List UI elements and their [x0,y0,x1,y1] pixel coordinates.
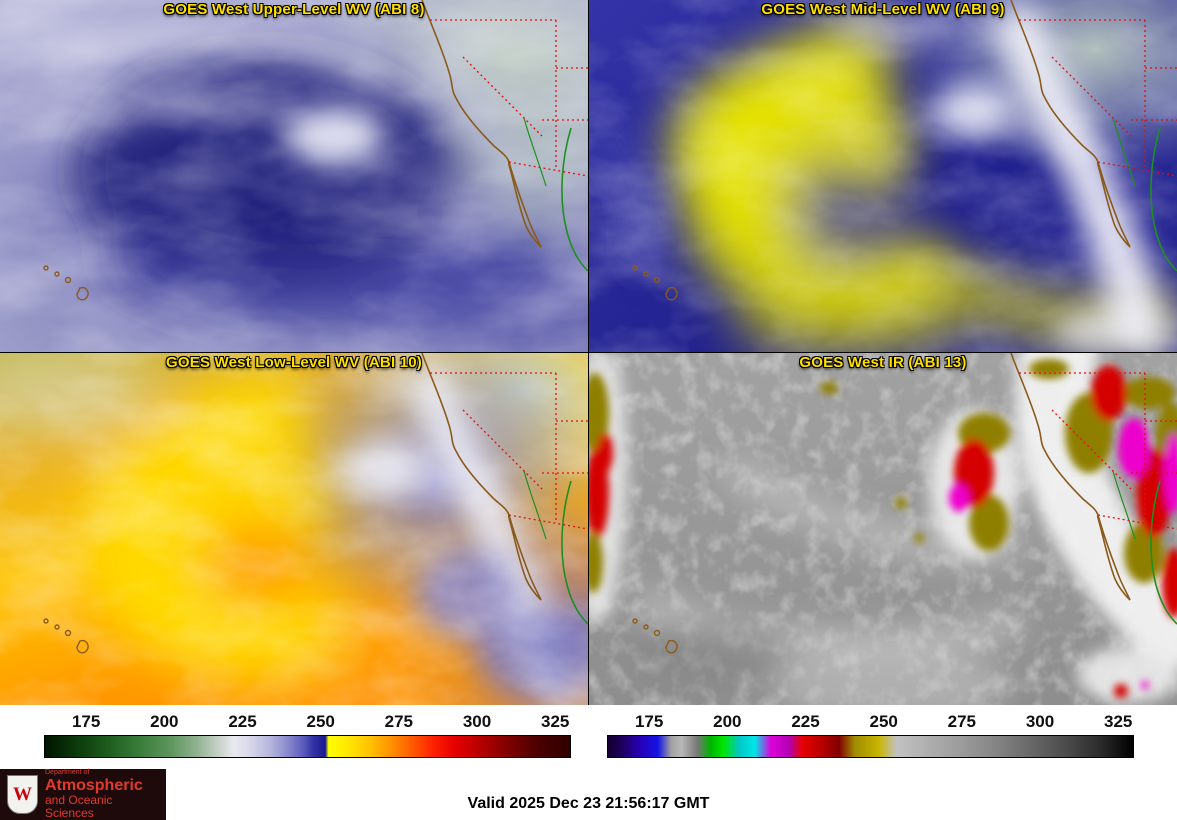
colorbar-legend-row: 175 200 225 250 275 300 325 175 200 225 … [0,705,1177,769]
logo-line-1: Atmospheric [45,776,143,794]
tick-label: 250 [306,712,335,731]
tick-label: 275 [384,712,414,731]
panel-upper-level-wv: GOES West Upper-Level WV (ABI 8) [0,0,588,352]
tick-label: 225 [791,712,820,731]
panel-title-low-wv: GOES West Low-Level WV (ABI 10) [166,354,422,371]
tick-label: 175 [71,712,101,731]
satellite-grid: GOES West Upper-Level WV (ABI 8) [0,0,1177,705]
wv-colorbar-ticks: 175 200 225 250 275 300 325 [44,709,571,735]
panel-title-ir: GOES West IR (ABI 13) [799,354,967,371]
tick-label: 325 [1104,712,1133,731]
satellite-image-low-wv [0,353,588,705]
tick-label: 275 [947,712,977,731]
tick-label: 200 [150,712,179,731]
ir-cold-cloud-tops [589,359,1177,698]
logo-line-2: and Oceanic Sciences [45,792,113,820]
tick-label: 325 [541,712,570,731]
tick-label: 175 [634,712,664,731]
ir-colorbar-ticks: 175 200 225 250 275 300 325 [607,709,1134,735]
satellite-image-upper-wv [0,0,588,352]
panel-ir: GOES West IR (ABI 13) [589,353,1177,705]
tick-label: 250 [869,712,898,731]
ir-colorbar-legend: 175 200 225 250 275 300 325 [607,709,1134,765]
ir-colorbar [607,735,1134,758]
wv-colorbar-legend: 175 200 225 250 275 300 325 [44,709,571,765]
tick-label: 225 [228,712,257,731]
logo-text: Department of Atmospheric and Oceanic Sc… [45,769,159,820]
logo-dept-line: Department of [45,769,90,777]
panel-low-level-wv: GOES West Low-Level WV (ABI 10) [0,353,588,705]
tick-label: 300 [462,712,492,731]
satellite-image-ir [589,353,1177,705]
tick-label: 200 [713,712,742,731]
panel-mid-level-wv: GOES West Mid-Level WV (ABI 9) [589,0,1177,352]
aos-department-logo: W Department of Atmospheric and Oceanic … [0,769,166,820]
panel-title-upper-wv: GOES West Upper-Level WV (ABI 8) [163,1,425,18]
satellite-image-mid-wv [589,0,1177,352]
tick-label: 300 [1025,712,1055,731]
panel-title-mid-wv: GOES West Mid-Level WV (ABI 9) [761,1,1005,18]
uw-crest-icon: W [7,775,38,814]
valid-time: Valid 2025 Dec 23 21:56:17 GMT [467,795,710,812]
wv-colorbar [44,735,571,758]
